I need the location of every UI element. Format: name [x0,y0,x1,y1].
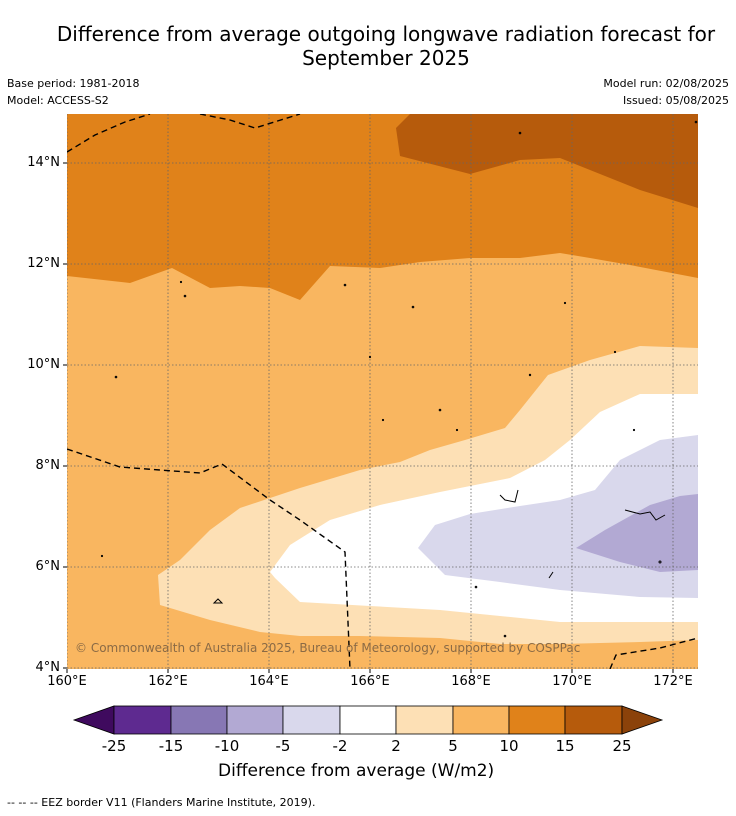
meta-left: Base period: 1981-2018 Model: ACCESS-S2 [7,75,139,109]
axis-ticks [63,162,674,673]
colorbar-cell-7 [452,705,510,735]
y-tick-label: 10°N [27,357,60,372]
band-15-to-25 [396,114,698,208]
title-line-2: September 2025 [302,46,470,70]
band-neg10-to-neg5 [576,494,698,572]
meta-right: Model run: 02/08/2025 Issued: 05/08/2025 [603,75,729,109]
x-tick-label: 172°E [653,674,693,689]
issued-text: Issued: 05/08/2025 [622,94,729,107]
eez-borders [67,114,698,669]
colorbar-title: Difference from average (W/m2) [218,761,495,781]
colorbar-label: 10 [499,737,519,755]
y-tick-label: 4°N [35,660,61,675]
y-tick-label: 14°N [27,155,60,170]
colorbar-label: -15 [158,737,184,755]
y-tick-label: 6°N [35,559,61,574]
x-tick-label: 164°E [249,674,289,689]
grid-lines [67,114,698,669]
x-tick-label: 162°E [148,674,188,689]
colorbar-label: -25 [101,737,127,755]
colorbar-label: -10 [214,737,240,755]
colorbar-label: 2 [391,737,401,755]
colorbar-cell-3 [226,705,284,735]
colorbar-label: -5 [275,737,291,755]
colorbar-cell-6 [395,705,454,735]
colorbar-cell-4 [282,705,341,735]
x-tick-label: 166°E [350,674,390,689]
colorbar-cell-8 [508,705,566,735]
eez-legend-note: -- -- -- EEZ border V11 (Flanders Marine… [7,796,316,809]
model-text: Model: ACCESS-S2 [7,94,109,107]
x-tick-label: 168°E [451,674,491,689]
colorbar-label: 25 [612,737,632,755]
colorbar [72,705,664,735]
copyright-notice: © Commonwealth of Australia 2025, Bureau… [75,641,581,655]
colorbar-label: -2 [332,737,348,755]
colorbar-cell-1 [113,705,172,735]
colorbar-upper-extend [621,705,664,735]
title-line-1: Difference from average outgoing longwav… [56,22,716,46]
colorbar-cell-2 [170,705,228,735]
base-period-text: Base period: 1981-2018 [7,77,140,90]
colorbar-label: 15 [555,737,575,755]
band-10-to-15 [67,114,698,300]
x-tick-label: 170°E [552,674,592,689]
colorbar-label: 5 [448,737,458,755]
map-title: Difference from average outgoing longwav… [0,22,736,70]
contour-field [67,114,698,669]
colorbar-cell-5 [339,705,397,735]
colorbar-cell-9 [564,705,623,735]
islands [100,120,698,638]
x-tick-label: 160°E [47,674,87,689]
colorbar-lower-extend [72,705,115,735]
model-run-text: Model run: 02/08/2025 [603,77,729,90]
y-tick-label: 12°N [27,256,60,271]
y-tick-label: 8°N [35,458,61,473]
